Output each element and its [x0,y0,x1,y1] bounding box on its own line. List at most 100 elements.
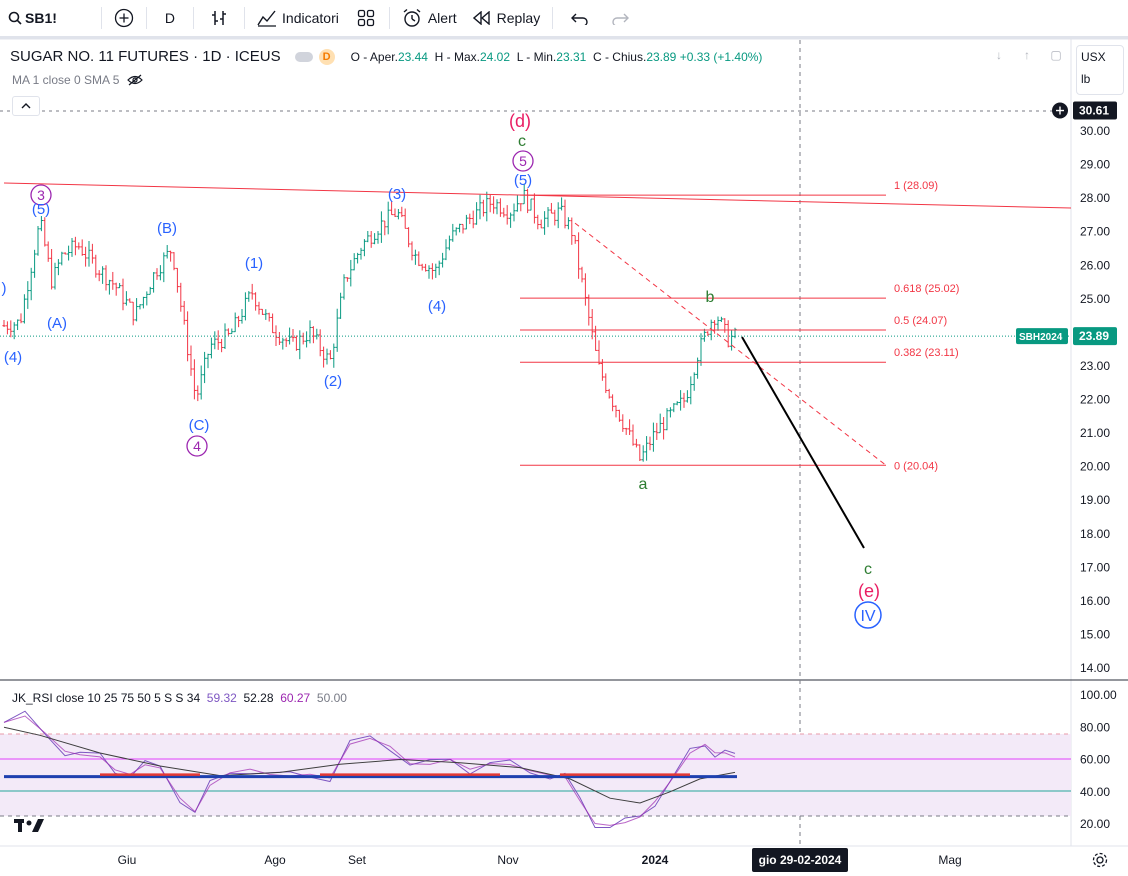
wave-label-e: (e) [858,581,880,601]
redo-button[interactable] [603,0,637,36]
price-tick-label: 28.00 [1080,191,1110,205]
symbol-label: SB1! [25,10,57,26]
fib-retracement: 1 (28.09) 0.618 (25.02) 0.5 (24.07) 0.382 (… [520,180,959,472]
rsi-tick-label: 40.00 [1080,785,1110,799]
replay-label: Replay [496,10,541,26]
wave-label-3: (3) [388,186,406,203]
undo-icon [571,13,588,25]
time-tick-label: Giu [118,853,137,867]
chart-legend: SUGAR NO. 11 FUTURES · 1D · ICEUS D O - … [10,48,762,65]
rsi-axis[interactable]: 100.00 80.00 60.00 40.00 20.00 [1080,688,1117,831]
rsi-ma-line [3,726,736,804]
alert-label: Alert [427,10,457,26]
collapse-legend-button[interactable] [12,96,40,116]
wave-label-c-bottom: c [864,561,872,578]
last-price-label: 23.89 [1079,329,1109,343]
divider [145,7,147,29]
compare-button[interactable] [106,0,142,36]
layouts-button[interactable] [347,0,385,36]
wave-label-c-top: c [518,133,526,150]
resistance-trendline [3,182,1072,209]
indicators-icon [257,10,277,27]
rsi-value-4: 50.00 [316,691,347,705]
tradingview-logo [14,817,46,838]
projection-line [741,336,865,549]
rsi-tick-label: 60.00 [1080,753,1110,767]
symbol-search-button[interactable]: SB1! [0,0,65,36]
last-price-marker [1073,327,1117,346]
divider [552,7,554,29]
chart-title: SUGAR NO. 11 FUTURES · 1D · ICEUS [10,48,281,65]
time-tick-label: Ago [264,853,286,867]
time-axis[interactable]: Giu Ago Set Nov 2024 Mag gio 29-02-2024 [118,848,962,872]
price-tick-label: 30.00 [1080,124,1110,138]
arrow-down-icon[interactable]: ↓ [996,48,1002,62]
change-value: +0.33 (+1.40%) [679,49,763,64]
ohlc-values: O - Aper.23.44 H - Max.24.02 L - Min.23.… [351,50,763,64]
divider [100,7,102,29]
wave-label-d: (d) [509,111,531,131]
price-tick-label: 27.00 [1080,225,1110,239]
eye-off-icon[interactable] [127,74,144,86]
fib-level-label: 0.5 (24.07) [894,315,947,327]
open-value: 23.44 [397,49,428,64]
top-price-marker [1073,101,1117,120]
price-tick-label: 29.00 [1080,158,1110,172]
price-tick-label: 25.00 [1080,292,1110,306]
indicators-button[interactable]: Indicatori [249,0,347,36]
low-label: L - Min. [516,49,557,64]
market-status-badge[interactable]: D [318,48,335,65]
interval-label: D [164,10,176,26]
fib-level-label: 0.382 (23.11) [894,347,959,359]
arrow-up-icon[interactable]: ↑ [1024,48,1030,62]
search-icon [8,11,22,25]
unit-selector[interactable]: USX lb [1076,45,1124,95]
rsi-legend[interactable]: JK_RSI close 10 25 75 50 5 S S 34 59.32 … [12,691,347,705]
time-tick-label: Nov [497,853,518,867]
close-value: 23.89 [646,49,677,64]
chevron-up-icon [21,103,31,109]
fib-level-label: 0 (20.04) [894,460,938,472]
wave-label-4-circled: 4 [193,438,201,454]
top-price-marker-label: 30.61 [1079,104,1109,118]
close-label: C - Chius. [592,49,647,64]
price-tick-label: 22.00 [1080,393,1110,407]
maximize-icon[interactable]: ▢ [1050,48,1062,62]
fib-trend-line [574,222,887,466]
high-value: 24.02 [480,49,511,64]
price-tick-label: 17.00 [1080,560,1110,574]
settings-gear-icon[interactable] [1092,852,1108,873]
wave-label-5-circled: 5 [519,153,527,169]
rsi-tick-label: 80.00 [1080,720,1110,734]
crosshair-date-label: gio 29-02-2024 [759,853,842,867]
alert-button[interactable]: Alert [394,0,465,36]
unit-label: lb [1081,72,1091,86]
price-tick-label: 14.00 [1080,661,1110,675]
time-tick-label: Set [348,853,367,867]
price-bars [2,183,737,462]
grid-icon [357,9,374,27]
wave-label-edge: ) [2,280,7,297]
chart-type-button[interactable] [198,0,240,36]
undo-button[interactable] [557,0,603,36]
replay-button[interactable]: Replay [465,0,549,36]
ma-indicator-legend[interactable]: MA 1 close 0 SMA 5 [12,73,144,87]
fib-level-label: 1 (28.09) [894,180,938,192]
price-tick-label: 20.00 [1080,460,1110,474]
wave-label-2: (2) [324,373,342,390]
wave-label-C: (C) [189,417,210,434]
price-tick-label: 16.00 [1080,594,1110,608]
alarm-clock-icon [403,8,421,27]
wave-label-1: (1) [245,255,263,272]
price-tick-label: 23.00 [1080,359,1110,373]
currency-label: USX [1081,50,1106,64]
open-label: O - Aper. [350,49,398,64]
price-tick-label: 21.00 [1080,426,1110,440]
crosshair-date-marker [752,848,848,872]
low-value: 23.31 [556,49,587,64]
wave-label-IV: IV [860,608,875,625]
wave-label-b: b [706,289,715,306]
interval-button[interactable]: D [151,0,189,36]
price-axis[interactable]: 30.0029.0028.0027.0026.0025.0024.0023.00… [0,101,1117,675]
